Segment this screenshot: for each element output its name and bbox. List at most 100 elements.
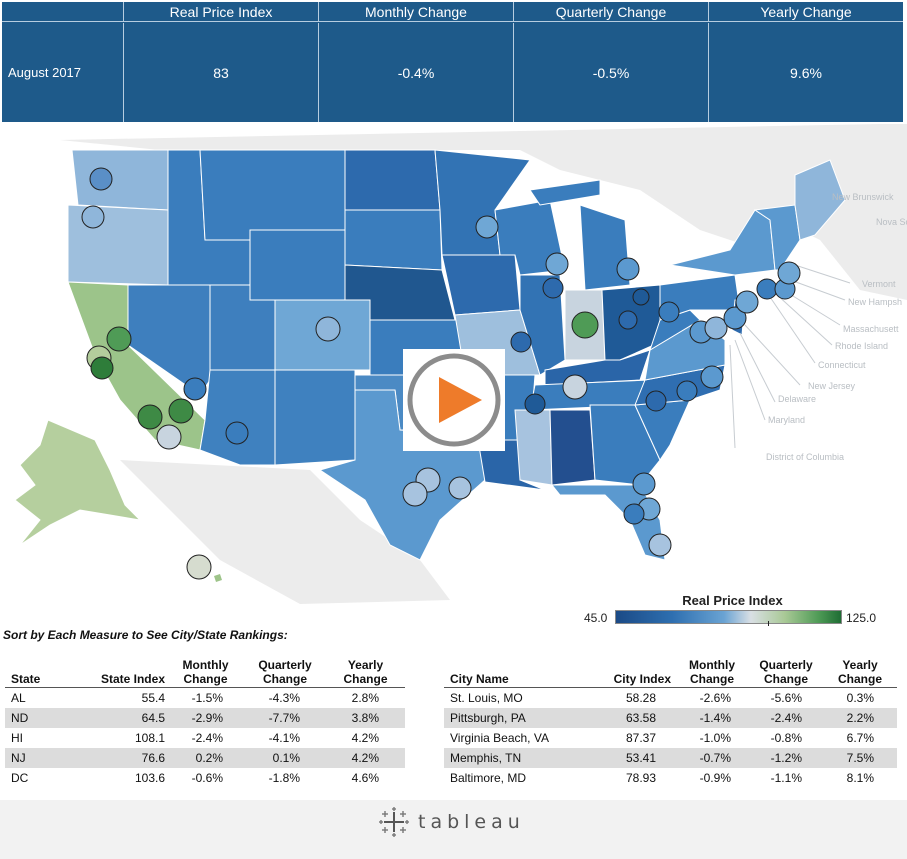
map-label-massachusetts: Massachusett — [843, 324, 899, 334]
map-label-nova-scotia: Nova Scotia — [876, 217, 907, 227]
cell-index: 87.37 — [625, 731, 656, 745]
city-marker — [542, 277, 564, 299]
cell-quarterly: -1.1% — [770, 771, 802, 785]
col-monthly-change[interactable]: Monthly Change — [689, 658, 735, 686]
cell-yearly: 4.2% — [351, 731, 379, 745]
city-marker — [571, 311, 599, 339]
cell-city: Memphis, TN — [450, 751, 522, 765]
col-state[interactable]: State — [11, 672, 41, 686]
city-marker — [616, 257, 640, 281]
state-wyoming[interactable] — [249, 229, 346, 301]
cell-index: 103.6 — [134, 771, 165, 785]
play-button[interactable] — [403, 349, 505, 451]
cell-yearly: 8.1% — [846, 771, 874, 785]
city-marker — [723, 306, 747, 330]
summary-header-quarterly-change[interactable]: Quarterly Change — [513, 2, 708, 21]
state-iowa[interactable] — [441, 254, 521, 316]
city-marker — [704, 316, 728, 340]
city-marker — [618, 310, 638, 330]
cell-yearly: 0.3% — [846, 691, 874, 705]
col-yearly-change[interactable]: Yearly Change — [343, 658, 388, 686]
city-marker — [524, 393, 546, 415]
summary-header-monthly-change[interactable]: Monthly Change — [318, 2, 513, 21]
city-marker — [545, 252, 569, 276]
city-marker — [676, 380, 698, 402]
state-alabama[interactable] — [549, 409, 596, 486]
cell-index: 108.1 — [134, 731, 165, 745]
legend-color-ramp[interactable] — [615, 610, 842, 624]
cell-index: 78.93 — [625, 771, 656, 785]
state-washington[interactable] — [71, 149, 169, 211]
table-row[interactable]: Memphis, TN 53.41 -0.7% -1.2% 7.5% — [444, 748, 897, 768]
map-label-maryland: Maryland — [768, 415, 805, 425]
cell-quarterly: -0.8% — [770, 731, 802, 745]
city-marker — [700, 365, 724, 389]
summary-header-real-price-index[interactable]: Real Price Index — [123, 2, 318, 21]
state-georgia[interactable] — [589, 404, 661, 486]
legend-min: 45.0 — [584, 611, 608, 625]
city-marker — [156, 424, 182, 450]
summary-value-row: August 2017 83 -0.4% -0.5% 9.6% — [2, 23, 903, 122]
city-marker — [81, 205, 105, 229]
legend-tick — [768, 621, 769, 626]
col-monthly-change[interactable]: Monthly Change — [182, 658, 229, 686]
table-row[interactable]: HI 108.1 -2.4% -4.1% 4.2% — [5, 728, 405, 748]
state-arizona[interactable] — [199, 369, 276, 466]
state-montana[interactable] — [199, 149, 346, 241]
col-yearly-change[interactable]: Yearly Change — [837, 658, 882, 686]
table-row[interactable]: NJ 76.6 0.2% 0.1% 4.2% — [5, 748, 405, 768]
city-marker — [632, 472, 656, 496]
state-florida[interactable] — [550, 484, 666, 561]
state-mississippi[interactable] — [514, 409, 553, 486]
table-row[interactable]: Baltimore, MD 78.93 -0.9% -1.1% 8.1% — [444, 768, 897, 788]
state-north-dakota[interactable] — [344, 149, 441, 211]
tableau-logo[interactable]: tableau — [378, 806, 525, 838]
cell-monthly: 0.2% — [195, 751, 223, 765]
state-table-header: State State Index Monthly Change Quarter… — [5, 658, 405, 688]
col-state-index[interactable]: State Index — [100, 672, 165, 686]
summary-table: Real Price Index Monthly Change Quarterl… — [2, 2, 903, 122]
summary-header-empty — [2, 2, 123, 21]
table-row[interactable]: AL 55.4 -1.5% -4.3% 2.8% — [5, 688, 405, 708]
col-city-name[interactable]: City Name — [450, 672, 509, 686]
table-row[interactable]: St. Louis, MO 58.28 -2.6% -5.6% 0.3% — [444, 688, 897, 708]
state-texas[interactable] — [318, 389, 486, 561]
cell-monthly: -0.7% — [699, 751, 731, 765]
table-row[interactable]: DC 103.6 -0.6% -1.8% 4.6% — [5, 768, 405, 788]
city-marker — [168, 398, 194, 424]
cell-city: St. Louis, MO — [450, 691, 523, 705]
table-row[interactable]: Virginia Beach, VA 87.37 -1.0% -0.8% 6.7… — [444, 728, 897, 748]
cell-monthly: -2.4% — [191, 731, 223, 745]
city-marker — [186, 554, 212, 580]
col-city-index[interactable]: City Index — [613, 672, 671, 686]
city-marker — [315, 316, 341, 342]
city-markers[interactable] — [81, 167, 801, 580]
cell-state: AL — [11, 691, 26, 705]
city-marker — [475, 215, 499, 239]
table-row[interactable]: Pittsburgh, PA 63.58 -1.4% -2.4% 2.2% — [444, 708, 897, 728]
col-quarterly-change[interactable]: Quarterly Change — [759, 658, 813, 686]
cell-yearly: 4.2% — [351, 751, 379, 765]
us-price-index-map[interactable]: New Brunswick Nova Scotia Vermont New Ha… — [0, 124, 907, 604]
sort-caption: Sort by Each Measure to See City/State R… — [3, 628, 288, 642]
city-marker — [623, 503, 645, 525]
alaska[interactable] — [14, 419, 142, 546]
state-south-dakota[interactable] — [344, 209, 443, 271]
cell-index: 64.5 — [141, 711, 165, 725]
map-label-dc: District of Columbia — [766, 452, 844, 462]
cell-city: Virginia Beach, VA — [450, 731, 549, 745]
state-maine[interactable] — [794, 159, 846, 241]
cell-index: 55.4 — [141, 691, 165, 705]
cell-state: DC — [11, 771, 29, 785]
table-row[interactable]: ND 64.5 -2.9% -7.7% 3.8% — [5, 708, 405, 728]
summary-yearly-change: 9.6% — [708, 23, 903, 122]
legend-max: 125.0 — [846, 611, 877, 625]
state-illinois[interactable] — [519, 274, 566, 376]
state-michigan[interactable] — [529, 179, 631, 291]
city-marker — [89, 167, 113, 191]
cell-state: NJ — [11, 751, 26, 765]
state-new-mexico[interactable] — [274, 369, 356, 466]
cell-city: Pittsburgh, PA — [450, 711, 526, 725]
col-quarterly-change[interactable]: Quarterly Change — [258, 658, 312, 686]
summary-header-yearly-change[interactable]: Yearly Change — [708, 2, 903, 21]
